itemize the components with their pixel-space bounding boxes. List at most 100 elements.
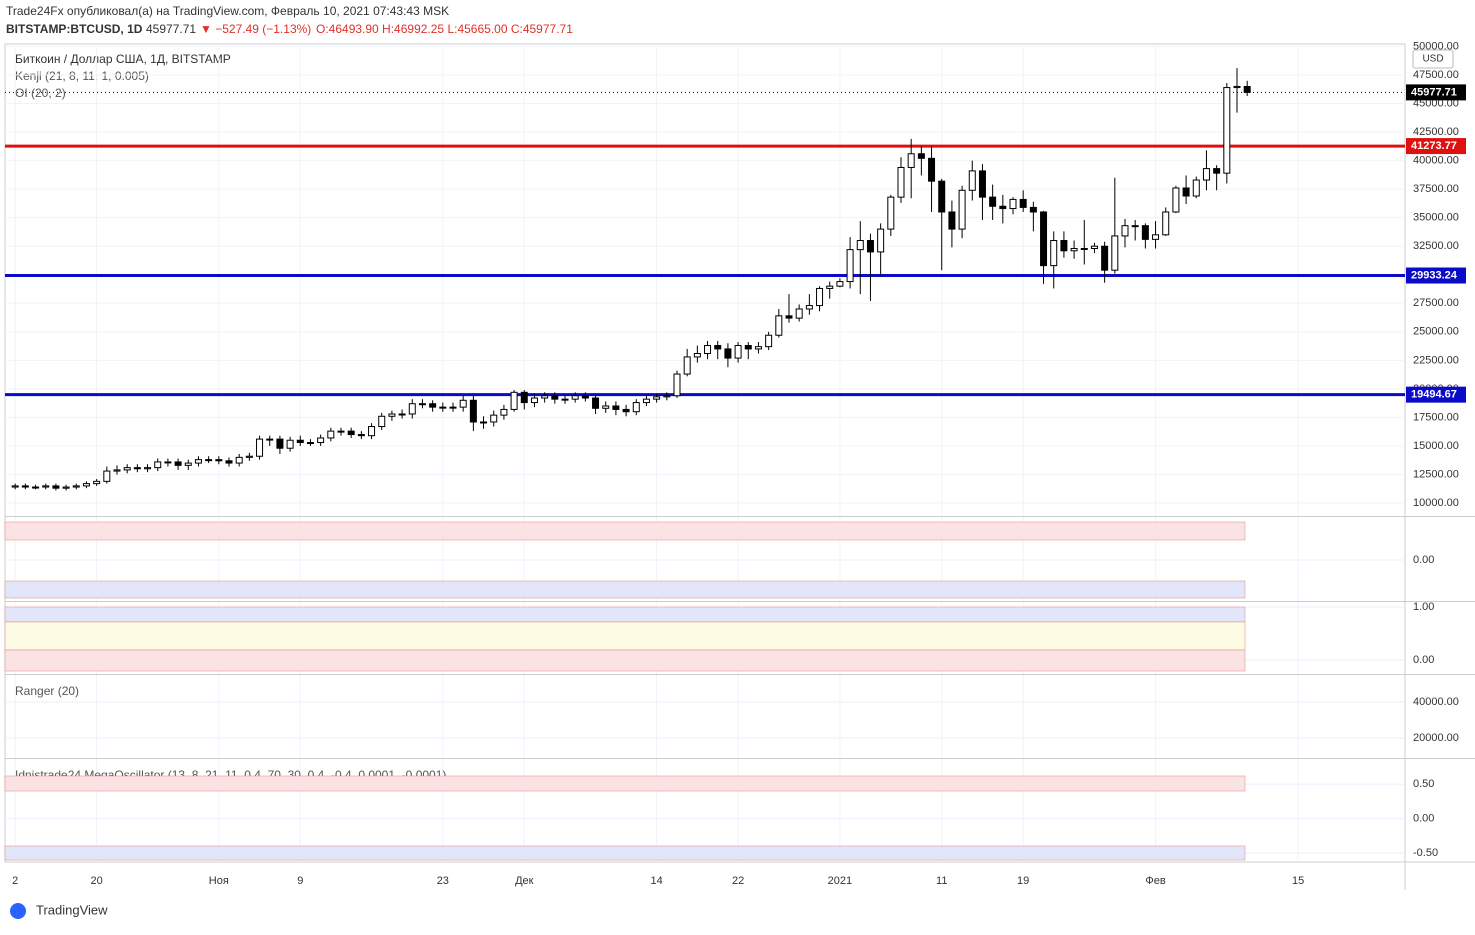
candle-body	[602, 405, 610, 409]
candle-body	[480, 421, 488, 424]
candle-body	[551, 395, 559, 400]
candle-body	[42, 485, 50, 488]
candle-body	[1060, 240, 1068, 252]
candle-body	[1243, 85, 1251, 93]
candle-body	[1202, 168, 1210, 181]
pane-band	[4, 521, 1246, 541]
candle-body	[429, 403, 437, 408]
price: 45977.71	[146, 22, 196, 36]
candle-body	[398, 413, 406, 416]
candle-body	[1172, 187, 1180, 213]
y-tick-label: -0.50	[1413, 847, 1438, 859]
candle-body	[1111, 235, 1119, 271]
candle-body	[866, 240, 874, 253]
y-tick-label: 32500.00	[1413, 240, 1459, 252]
x-tick-label: 20	[91, 875, 103, 887]
candle-body	[306, 442, 314, 445]
y-tick-label: 1.00	[1413, 601, 1434, 613]
candle-body	[948, 211, 956, 230]
candle-body	[256, 438, 264, 457]
x-tick-label: 15	[1292, 875, 1304, 887]
y-tick-label: 25000.00	[1413, 326, 1459, 338]
candle-body	[500, 408, 508, 416]
candle-body	[632, 402, 640, 413]
y-tick-label: 35000.00	[1413, 212, 1459, 224]
pane-band	[4, 606, 1246, 623]
candle-body	[357, 434, 365, 437]
candle-body	[1141, 225, 1149, 240]
candle-body	[724, 348, 732, 359]
x-tick-label: Ноя	[209, 875, 229, 887]
brand: TradingView	[36, 902, 108, 917]
candle-body	[765, 334, 773, 348]
candle-body	[1131, 225, 1139, 228]
candle-body	[296, 439, 304, 444]
candle-body	[347, 430, 355, 436]
y-tick-label: 42500.00	[1413, 126, 1459, 138]
pane-band	[4, 649, 1246, 672]
x-tick-label: Дек	[515, 875, 534, 887]
y-tick-label: 45000.00	[1413, 97, 1459, 109]
candle-body	[32, 486, 40, 489]
candle-body	[877, 228, 885, 253]
candle-body	[663, 395, 671, 398]
indicator: Kenji (21, 8, 11, 1, 0.005)	[15, 69, 149, 83]
candle-body	[1233, 85, 1241, 89]
candle-body	[520, 391, 528, 404]
y-tick-label: 10000.00	[1413, 497, 1459, 509]
candle-body	[62, 486, 70, 489]
candle-body	[1050, 240, 1058, 267]
candle-body	[907, 153, 915, 168]
candle-body	[123, 467, 131, 471]
candle-body	[245, 455, 253, 458]
candle-body	[958, 189, 966, 230]
candle-body	[194, 459, 202, 464]
candle-body	[1192, 179, 1200, 197]
candle-body	[327, 430, 335, 439]
x-tick-label: Фев	[1145, 875, 1165, 887]
candle-body	[205, 459, 213, 462]
candle-body	[1019, 198, 1027, 208]
candle-body	[418, 403, 426, 406]
y-tick-label: 40000.00	[1413, 696, 1459, 708]
y-tick-label: 0.50	[1413, 778, 1434, 790]
candle-body	[704, 345, 712, 355]
candle-body	[337, 430, 345, 433]
candle-body	[775, 315, 783, 336]
candle-body	[683, 356, 691, 375]
candle-body	[734, 345, 742, 359]
x-tick-label: 2021	[828, 875, 852, 887]
x-tick-label: 9	[297, 875, 303, 887]
candle-body	[917, 153, 925, 159]
candle-body	[164, 461, 172, 464]
candle-body	[968, 170, 976, 191]
candle-body	[530, 397, 538, 404]
candle-body	[744, 345, 752, 350]
candle-body	[103, 470, 111, 482]
candle-body	[795, 308, 803, 319]
candle-body	[449, 406, 457, 409]
candle-body	[1223, 87, 1231, 174]
plot-frame	[4, 43, 1406, 863]
indicator: OI (20, 2)	[15, 86, 66, 100]
candle-body	[317, 437, 325, 444]
candle-body	[978, 170, 986, 198]
candle-body	[714, 345, 722, 350]
candle-body	[1182, 187, 1190, 197]
candle-body	[816, 287, 824, 307]
candle-body	[388, 413, 396, 417]
candle-body	[754, 346, 762, 350]
candle-body	[938, 180, 946, 213]
y-tick-label: 17500.00	[1413, 411, 1459, 423]
candle-body	[642, 398, 650, 404]
candle-body	[1152, 234, 1160, 240]
candle-body	[286, 439, 294, 449]
candle-body	[408, 403, 416, 415]
candle-body	[52, 485, 60, 489]
y-tick-label: 12500.00	[1413, 468, 1459, 480]
x-tick-label: 23	[437, 875, 449, 887]
candle-body	[82, 483, 90, 487]
candle-body	[1101, 245, 1109, 271]
candle-body	[72, 485, 80, 488]
